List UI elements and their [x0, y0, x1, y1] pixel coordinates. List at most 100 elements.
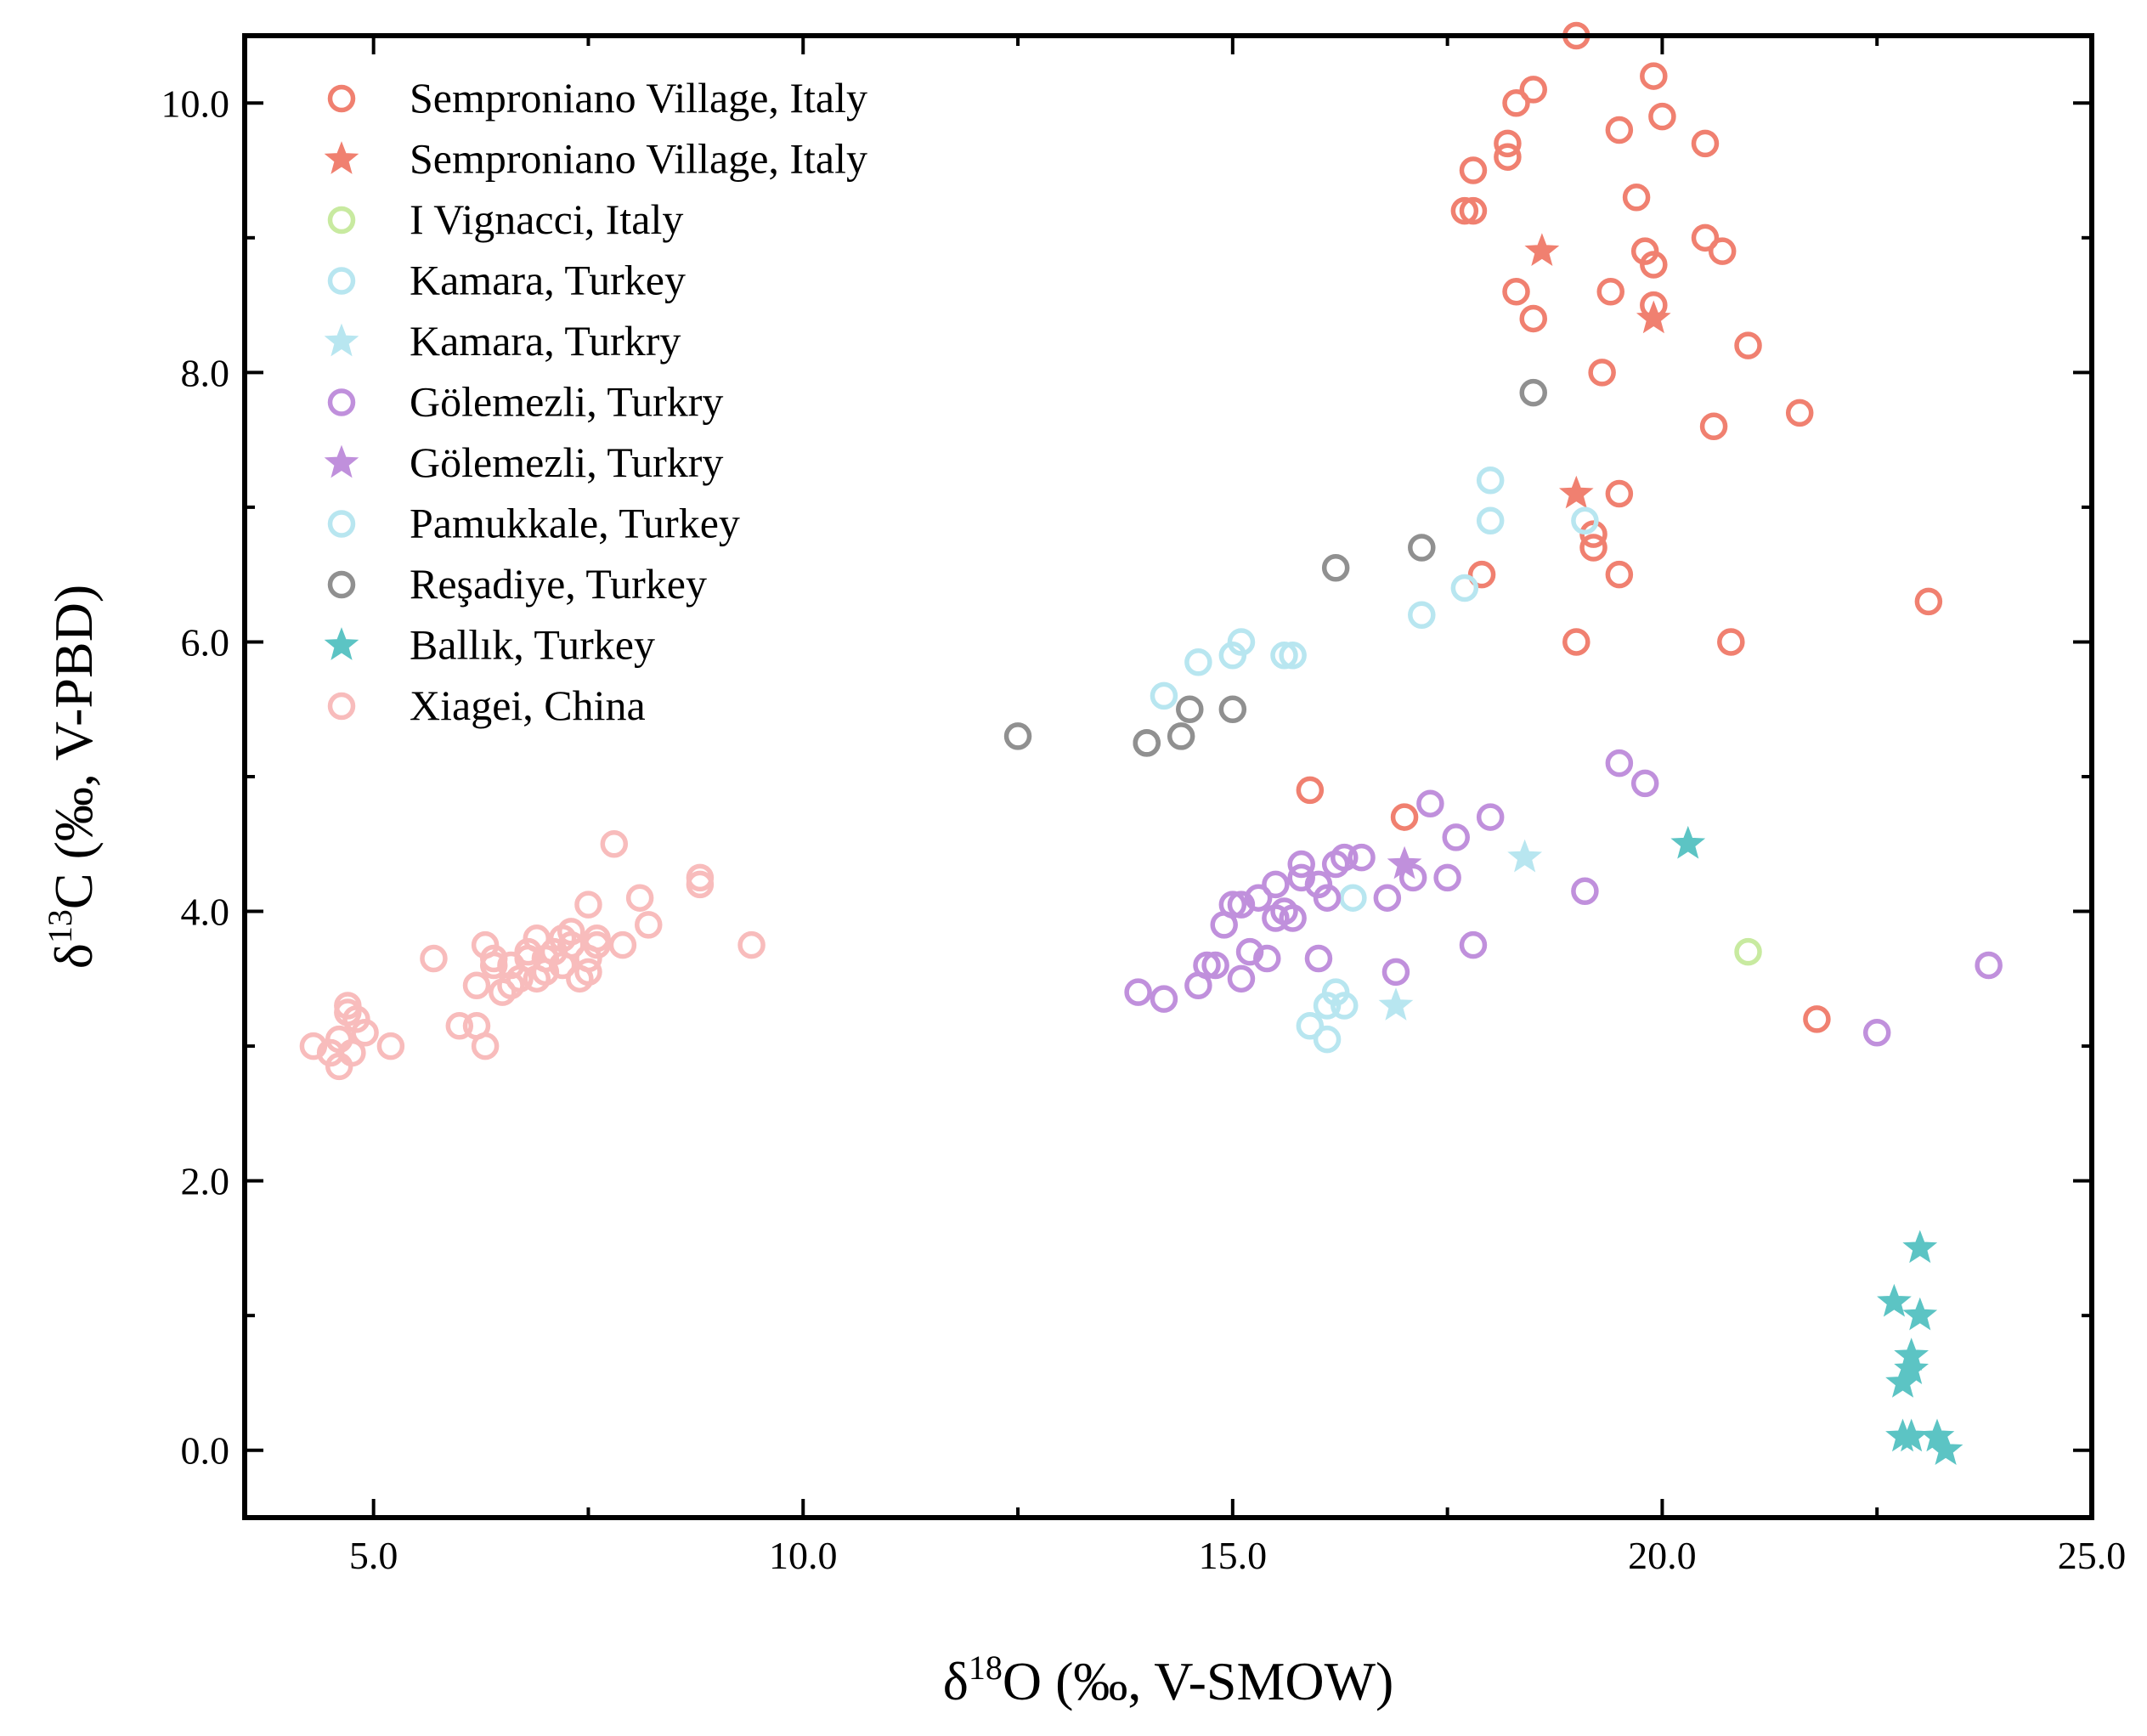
data-point-circle — [1321, 850, 1350, 879]
data-point-circle — [1201, 951, 1229, 980]
data-point-circle — [1640, 251, 1668, 279]
series-9 — [1670, 825, 1963, 1466]
legend-label: Gölemezli, Turkry — [410, 438, 723, 486]
data-point-circle — [1691, 129, 1720, 158]
legend-label: Semproniano Village, Italy — [410, 135, 867, 183]
legend-label: Gölemezli, Turkry — [410, 378, 723, 426]
data-point-circle — [1562, 628, 1590, 656]
legend-marker — [327, 692, 356, 721]
data-point-circle — [1313, 1025, 1342, 1054]
data-point-circle — [1253, 944, 1281, 973]
data-point-circle — [600, 830, 629, 858]
legend-label: Kamara, Turkry — [410, 317, 681, 365]
x-axis-title-rest: O (‰, V-SMOW) — [1003, 1651, 1393, 1711]
data-point-circle — [1502, 89, 1530, 117]
y-axis-title-superscript: 13 — [41, 909, 79, 943]
legend-item: Kamara, Turkry — [324, 317, 681, 365]
y-tick-label: 6.0 — [181, 620, 230, 664]
data-point-star — [1558, 475, 1594, 509]
data-point-circle — [1331, 992, 1359, 1020]
data-point-circle — [1459, 196, 1488, 225]
data-point-circle — [1287, 850, 1315, 879]
data-point-circle — [1450, 196, 1479, 225]
x-axis-tick-labels: 5.0 10.0 15.0 20.0 25.0 — [349, 1534, 2126, 1577]
data-point-circle — [1579, 534, 1607, 562]
data-point-circle — [1381, 958, 1410, 987]
legend-item: Semproniano Village, Italy — [324, 135, 867, 183]
data-point-circle — [1975, 951, 2003, 980]
y-axis-title: δ13C (‰, V-PBD) — [41, 585, 104, 969]
x-tick-label: 15.0 — [1199, 1534, 1268, 1577]
y-tick-label: 2.0 — [181, 1160, 230, 1203]
data-point-circle — [1227, 891, 1256, 919]
data-point-circle — [1605, 116, 1634, 144]
legend-label: I Vignacci, Italy — [410, 195, 683, 243]
x-tick-label: 25.0 — [2058, 1534, 2127, 1577]
data-points — [299, 21, 2003, 1466]
data-point-circle — [1640, 62, 1668, 90]
data-point-circle — [1270, 642, 1298, 670]
data-point-circle — [1476, 466, 1505, 495]
data-point-circle — [376, 1032, 405, 1060]
legend-item: Gölemezli, Turkry — [327, 378, 723, 426]
data-point-star — [1507, 839, 1543, 873]
data-point-circle — [1150, 985, 1178, 1013]
series-5 — [1124, 749, 2003, 1047]
plot-area-frame — [242, 33, 2094, 1520]
data-point-circle — [1184, 647, 1212, 676]
series-0 — [1296, 21, 1943, 1033]
data-point-circle — [523, 964, 551, 993]
series-1 — [1524, 233, 1671, 509]
data-point-circle — [1450, 574, 1479, 602]
data-point-circle — [1235, 937, 1264, 966]
data-point-circle — [1348, 843, 1376, 872]
y-axis-title-rest: C (‰, V-PBD) — [43, 585, 104, 909]
data-point-circle — [1571, 877, 1599, 906]
x-axis-title: δ18O (‰, V-SMOW) — [943, 1648, 1394, 1711]
data-point-circle — [1476, 803, 1505, 831]
legend-item: Pamukkale, Turkey — [327, 500, 740, 547]
data-point-circle — [574, 958, 602, 987]
legend-label: Ballık, Turkey — [410, 621, 655, 669]
x-tick-label: 5.0 — [349, 1534, 398, 1577]
data-point-circle — [1210, 911, 1238, 939]
x-axis-title-superscript: 18 — [969, 1648, 1003, 1687]
data-point-circle — [1408, 601, 1436, 629]
series-10 — [299, 830, 766, 1081]
data-point-circle — [1390, 803, 1419, 831]
data-point-star — [1636, 300, 1671, 334]
data-point-circle — [1596, 277, 1624, 306]
data-point-circle — [1433, 863, 1461, 892]
data-point-circle — [338, 1038, 366, 1067]
data-point-circle — [1494, 143, 1522, 171]
data-point-circle — [1218, 695, 1247, 723]
legend-label: Pamukkale, Turkey — [410, 500, 740, 547]
x-axis-title-symbol: δ — [943, 1651, 969, 1711]
data-point-circle — [608, 930, 637, 959]
y-axis-title-symbol: δ — [43, 943, 104, 969]
data-point-circle — [1304, 870, 1333, 899]
data-point-circle — [1398, 863, 1427, 892]
legend-marker — [327, 206, 356, 235]
data-point-star — [1387, 845, 1422, 879]
series-6 — [1387, 845, 1422, 879]
data-point-circle — [1605, 749, 1634, 778]
series-2 — [1734, 937, 1762, 966]
data-point-circle — [1717, 628, 1745, 656]
data-point-circle — [548, 951, 577, 980]
legend-marker — [324, 627, 359, 660]
data-point-star — [1670, 825, 1706, 859]
data-point-circle — [1416, 789, 1444, 817]
legend-marker — [327, 388, 356, 416]
legend-marker — [327, 570, 356, 599]
y-tick-label: 10.0 — [161, 82, 230, 125]
legend-marker — [327, 84, 356, 113]
legend-item: Reşadiye, Turkey — [327, 560, 707, 608]
data-point-circle — [1442, 823, 1470, 851]
legend-label: Kamara, Turkey — [410, 257, 686, 304]
data-point-circle — [1622, 184, 1651, 212]
data-point-circle — [299, 1032, 328, 1060]
legend: Semproniano Village, Italy Semproniano Vi… — [324, 74, 867, 729]
legend-item: Xiagei, China — [327, 681, 646, 729]
